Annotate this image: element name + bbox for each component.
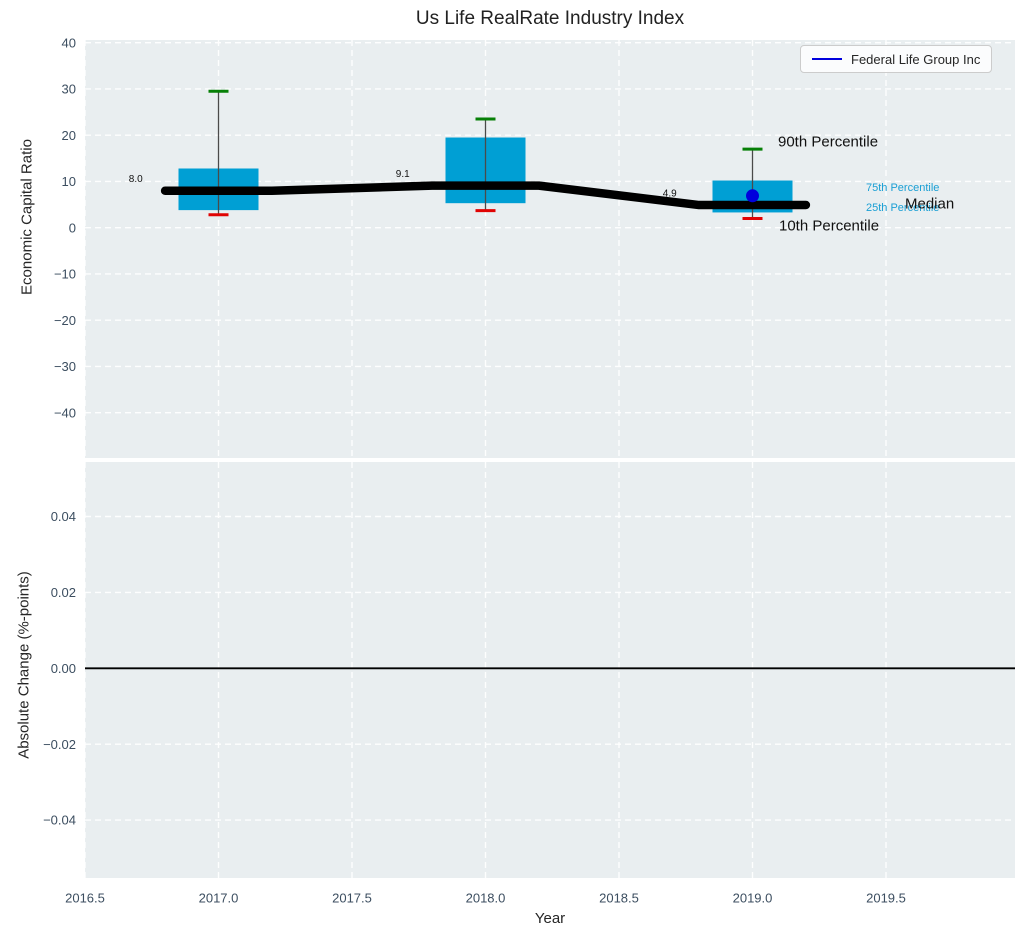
y-tick-label-bottom: 0.02 bbox=[51, 585, 76, 600]
top-panel bbox=[85, 40, 1015, 458]
company-point bbox=[746, 189, 759, 203]
y-tick-label-top: 40 bbox=[62, 35, 76, 50]
median-value-label-2018: 9.1 bbox=[396, 169, 410, 180]
median-trend-line bbox=[160, 181, 811, 210]
annotation-25th-percentile: 25th Percentile bbox=[866, 202, 939, 214]
x-tick-label: 2016.5 bbox=[65, 891, 105, 906]
annotation-median: Median bbox=[905, 195, 954, 212]
x-tick-label: 2018.0 bbox=[466, 891, 506, 906]
y-tick-label-top: 0 bbox=[69, 220, 76, 235]
y-tick-label-top: 20 bbox=[62, 128, 76, 143]
annotation-75th-percentile: 75th Percentile bbox=[866, 182, 939, 194]
legend-label: Federal Life Group Inc bbox=[851, 51, 981, 67]
annotation-10th-percentile: 10th Percentile bbox=[779, 217, 879, 234]
y-tick-label-top: −10 bbox=[54, 267, 76, 282]
y-tick-label-top: −30 bbox=[54, 359, 76, 374]
y-tick-label-bottom: −0.02 bbox=[43, 737, 76, 752]
legend-line-swatch bbox=[812, 58, 842, 60]
y-tick-label-top: 10 bbox=[62, 174, 76, 189]
chart-title: Us Life RealRate Industry Index bbox=[415, 8, 685, 29]
y-tick-label-bottom: −0.04 bbox=[43, 813, 76, 828]
y-tick-label-top: −40 bbox=[54, 405, 76, 420]
y-tick-label-top: −20 bbox=[54, 313, 76, 328]
x-axis-label: Year bbox=[534, 910, 566, 927]
median-value-label-2019: 4.9 bbox=[663, 189, 677, 200]
y-tick-label-top: 30 bbox=[62, 82, 76, 97]
x-tick-label: 2019.0 bbox=[733, 891, 773, 906]
x-tick-label: 2019.5 bbox=[866, 891, 906, 906]
x-tick-label: 2017.0 bbox=[199, 891, 239, 906]
bottom-panel bbox=[85, 462, 1015, 878]
median-value-label-2017: 8.0 bbox=[129, 174, 143, 185]
legend: Federal Life Group Inc bbox=[800, 45, 993, 73]
x-tick-label: 2017.5 bbox=[332, 891, 372, 906]
y-tick-label-bottom: 0.04 bbox=[51, 509, 76, 524]
annotation-90th-percentile: 90th Percentile bbox=[778, 133, 878, 150]
y-tick-label-bottom: 0.00 bbox=[51, 661, 76, 676]
x-tick-label: 2018.5 bbox=[599, 891, 639, 906]
